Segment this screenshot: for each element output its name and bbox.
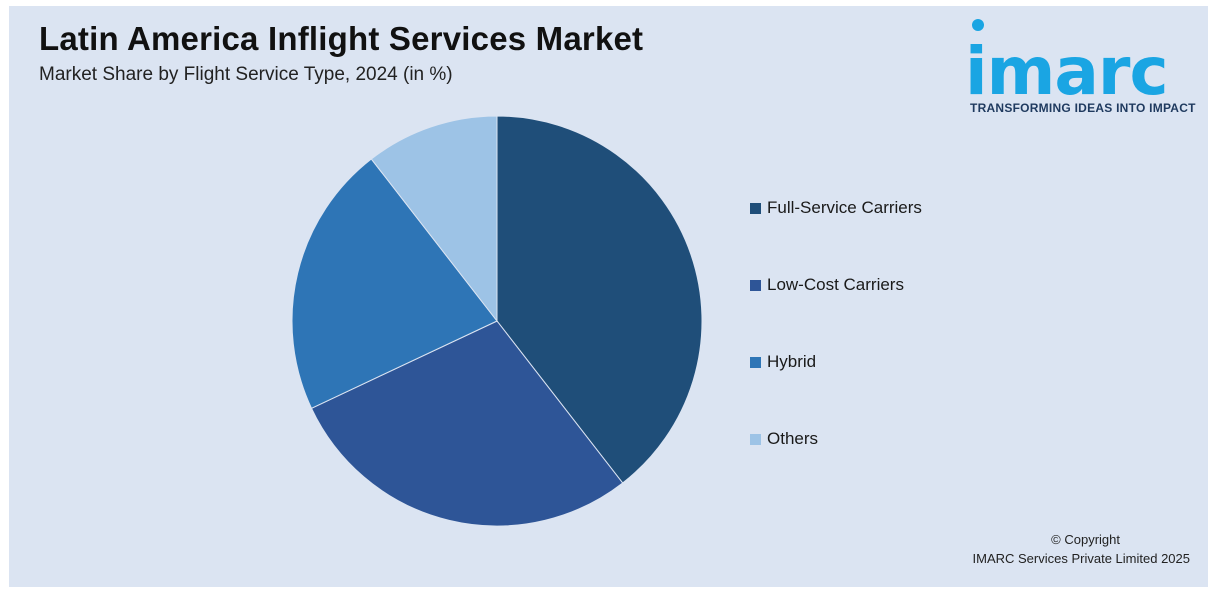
legend-swatch	[750, 433, 761, 445]
copyright-line2: IMARC Services Private Limited 2025	[972, 551, 1190, 566]
legend-item-low-cost-carriers: Low-Cost Carriers	[750, 273, 904, 297]
pie-slice-full-service-carriers	[496, 115, 703, 484]
imarc-logo-mark: imarc	[965, 19, 1169, 100]
imarc-logo: imarc TRANSFORMING IDEAS INTO IMPACT	[965, 16, 1200, 120]
legend-label: Hybrid	[767, 352, 817, 371]
legend-item-hybrid: Hybrid	[750, 350, 816, 374]
pie-slice-hybrid	[291, 158, 498, 409]
logo-tagline: TRANSFORMING IDEAS INTO IMPACT	[970, 101, 1196, 115]
copyright-notice: © Copyright IMARC Services Private Limit…	[973, 530, 1190, 568]
legend-item-others: Others	[750, 427, 818, 451]
chart-title: Latin America Inflight Services Market	[39, 20, 644, 57]
legend-label: Others	[767, 429, 819, 448]
logo-dot	[972, 19, 984, 31]
legend-swatch	[750, 202, 761, 214]
legend-item-full-service-carriers: Full-Service Carriers	[750, 196, 922, 220]
pie-slice-low-cost-carriers	[310, 320, 624, 527]
pie-slice-others	[370, 115, 498, 323]
logo-wordmark: imarc	[965, 33, 1168, 100]
legend-label: Low-Cost Carriers	[767, 275, 904, 294]
legend-swatch	[750, 356, 761, 368]
copyright-line1: © Copyright	[1051, 532, 1120, 547]
chart-subtitle: Market Share by Flight Service Type, 202…	[39, 64, 453, 85]
legend-swatch	[750, 279, 761, 291]
legend-label: Full-Service Carriers	[767, 198, 922, 217]
